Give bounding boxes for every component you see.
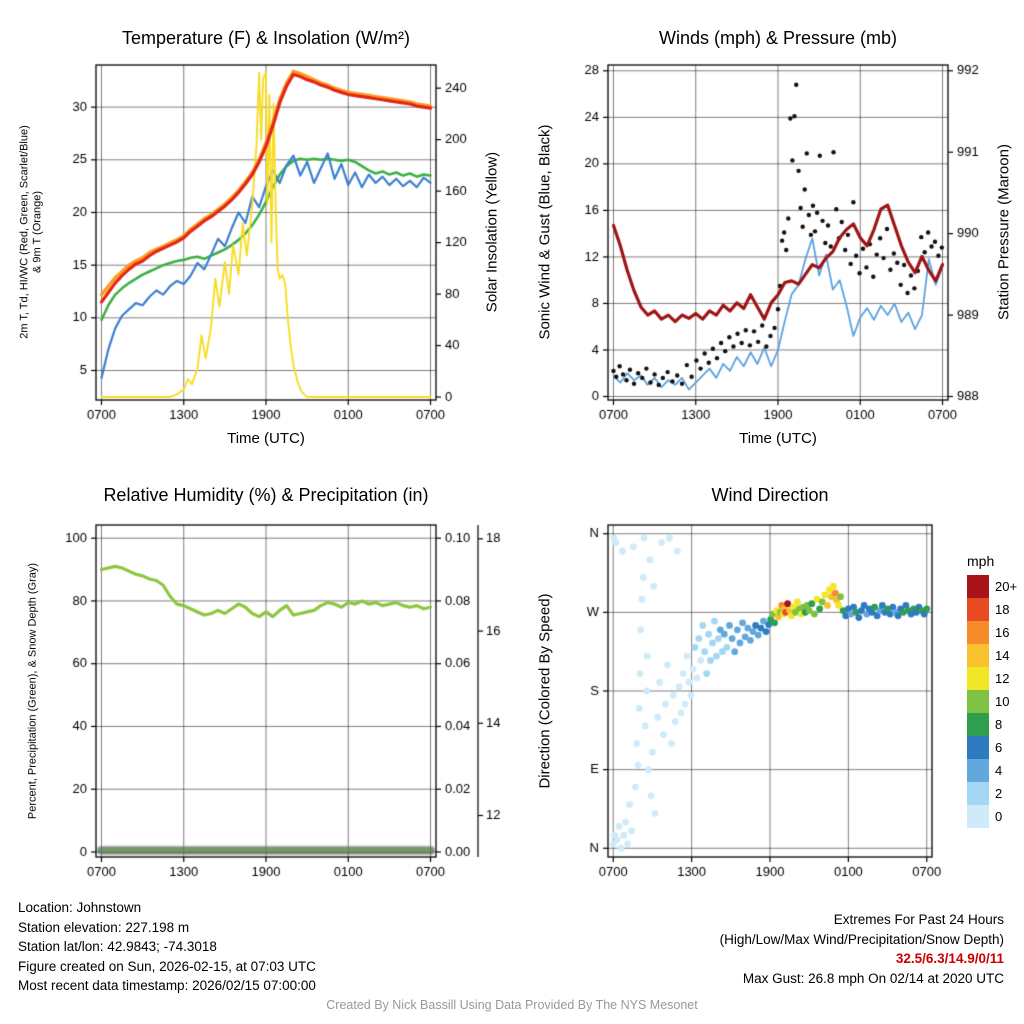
- colorbar-tick-label: 0: [995, 809, 1003, 824]
- colorbar-tick-label: 4: [995, 763, 1003, 778]
- colorbar-row: 0: [967, 805, 1017, 828]
- temperature-insolation-plot: [0, 0, 512, 462]
- colorbar-tick-label: 12: [995, 671, 1010, 686]
- colorbar-tick-label: 10: [995, 694, 1010, 709]
- extremes-subtitle: (High/Low/Max Wind/Precipitation/Snow De…: [719, 931, 1004, 947]
- extremes-title: Extremes For Past 24 Hours: [833, 912, 1004, 927]
- colorbar-tick-label: 6: [995, 740, 1003, 755]
- colorbar-row: 12: [967, 667, 1017, 690]
- colorbar-swatch: [967, 598, 989, 621]
- x-axis-label: Time (UTC): [227, 430, 305, 447]
- left-axis-label: Percent, Precipitation (Green), & Snow D…: [26, 562, 39, 820]
- colorbar-title: mph: [967, 553, 995, 569]
- extremes-values: 32.5/6.3/14.9/0/11: [895, 951, 1004, 966]
- colorbar-swatch: [967, 736, 989, 759]
- credit-line: Created By Nick Bassill Using Data Provi…: [326, 998, 698, 1012]
- chart-title: Relative Humidity (%) & Precipitation (i…: [103, 485, 429, 505]
- colorbar-swatch: [967, 667, 989, 690]
- footer: Location: Johnstown Station elevation: 2…: [0, 898, 1024, 1024]
- chart-title: Wind Direction: [711, 485, 829, 505]
- wind-direction-chart: Wind Direction Direction (Colored By Spe…: [512, 465, 1024, 895]
- colorbar-row: 10: [967, 690, 1017, 713]
- temperature-insolation-chart: Temperature (F) & Insolation (W/m²) 2m T…: [0, 0, 512, 462]
- colorbar-rows: 20+ 18 16 14 12 10 8 6 4 2 0: [967, 575, 1017, 828]
- wind-direction-plot: [512, 465, 1024, 895]
- chart-title: Temperature (F) & Insolation (W/m²): [121, 28, 411, 48]
- colorbar-row: 4: [967, 759, 1017, 782]
- colorbar-row: 18: [967, 598, 1017, 621]
- colorbar-tick-label: 8: [995, 717, 1003, 732]
- winds-pressure-plot: [512, 0, 1024, 462]
- max-gust: Max Gust: 26.8 mph On 02/14 at 2020 UTC: [742, 970, 1004, 986]
- colorbar-tick-label: 18: [995, 602, 1010, 617]
- figure-created: Figure created on Sun, 2026-02-15, at 07…: [18, 958, 316, 974]
- colorbar-swatch: [967, 644, 989, 667]
- left-axis-label: Sonic Wind & Gust (Blue, Black): [536, 124, 554, 340]
- colorbar-swatch: [967, 621, 989, 644]
- colorbar-swatch: [967, 690, 989, 713]
- colorbar-row: 16: [967, 621, 1017, 644]
- chart-title: Winds (mph) & Pressure (mb): [658, 28, 898, 48]
- station-elevation: Station elevation: 227.198 m: [18, 919, 190, 935]
- colorbar-swatch: [967, 782, 989, 805]
- colorbar-row: 20+: [967, 575, 1017, 598]
- colorbar-swatch: [967, 759, 989, 782]
- data-timestamp: Most recent data timestamp: 2026/02/15 0…: [18, 978, 316, 993]
- right-axis-label: Station Pressure (Maroon): [995, 144, 1013, 320]
- colorbar-swatch: [967, 713, 989, 736]
- winds-pressure-chart: Winds (mph) & Pressure (mb) Sonic Wind &…: [512, 0, 1024, 462]
- colorbar-swatch: [967, 805, 989, 828]
- humidity-precip-chart: Relative Humidity (%) & Precipitation (i…: [0, 465, 512, 895]
- colorbar-swatch: [967, 575, 989, 598]
- colorbar-row: 6: [967, 736, 1017, 759]
- station-latlon: Station lat/lon: 42.9843; -74.3018: [18, 939, 217, 954]
- station-info: Location: Johnstown Station elevation: 2…: [18, 898, 316, 996]
- extremes-block: Extremes For Past 24 Hours (High/Low/Max…: [720, 910, 1004, 988]
- colorbar-row: 8: [967, 713, 1017, 736]
- colorbar-row: 14: [967, 644, 1017, 667]
- colorbar-tick-label: 16: [995, 625, 1010, 640]
- left-axis-label: Direction (Colored By Speed): [536, 593, 554, 789]
- colorbar-tick-label: 2: [995, 786, 1003, 801]
- right-axis-label: Solar Insolation (Yellow): [483, 151, 501, 313]
- colorbar-row: 2: [967, 782, 1017, 805]
- left-axis-label: 2m T, Td, HI/WC (Red, Green, Scarlet/Blu…: [18, 125, 43, 339]
- x-axis-label: Time (UTC): [739, 430, 817, 447]
- humidity-precip-plot: [0, 465, 512, 895]
- colorbar-tick-label: 20+: [995, 579, 1018, 594]
- colorbar-tick-label: 14: [995, 648, 1010, 663]
- station-location: Location: Johnstown: [18, 900, 142, 915]
